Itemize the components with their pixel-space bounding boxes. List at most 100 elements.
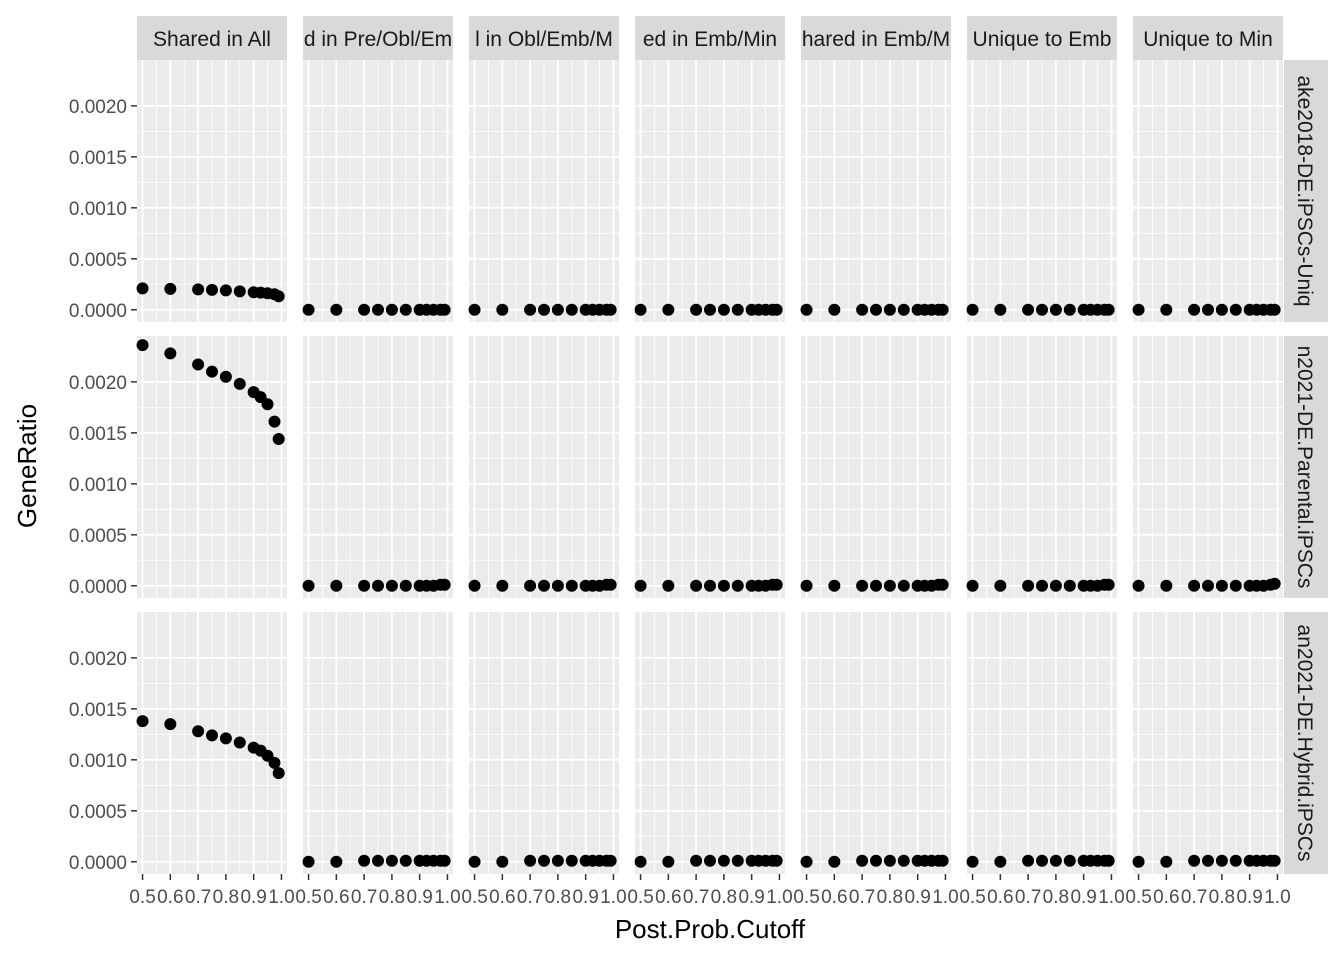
column-strip-label: hared in Emb/M [802,28,950,51]
data-point [1036,303,1048,316]
data-point [1063,303,1076,316]
x-tick-label: 0.9 [572,887,598,908]
data-point [330,855,343,868]
data-point [897,303,910,316]
data-point [272,290,285,303]
data-point [330,303,343,316]
y-axis-title: GeneRatio [12,404,42,528]
column-strip [801,16,951,60]
column-strip-label: d in Pre/Obl/Em [304,28,452,51]
row-strip [1284,336,1328,598]
data-point [1215,854,1228,867]
column-strip [967,16,1117,60]
data-point [897,854,910,867]
data-point [565,303,578,316]
data-point [206,283,218,296]
data-point [800,855,813,868]
column-strip [635,16,785,60]
x-tick-label: 0.9 [904,887,930,908]
x-tick-label: 0.8 [379,887,405,908]
data-point [302,579,315,592]
y-tick-label: 0.0010 [69,751,127,772]
data-point [717,303,730,316]
column-strip-label: Unique to Emb [973,28,1112,51]
data-point [164,282,177,295]
data-point [468,303,481,316]
data-point [1132,303,1145,316]
data-point [662,303,675,316]
data-point [1268,854,1281,867]
data-point [800,303,813,316]
row-strip-label: an2021-DE.Hybrid.iPSCs [1293,625,1316,862]
x-tick-label: 0.8 [1209,887,1235,908]
column-strip [1133,16,1283,60]
x-tick-label: 0.7 [351,887,377,908]
x-tick-label: 0.7 [185,887,211,908]
data-point [261,398,274,411]
x-tick-label: 1.0 [932,887,958,908]
data-point [604,854,617,867]
data-point [565,579,578,592]
data-point [731,854,744,867]
row-strip [1284,60,1328,322]
data-point [372,579,384,592]
data-point [1049,854,1062,867]
data-point [1229,579,1242,592]
x-tick-label: 0.6 [821,887,847,908]
y-tick-label: 0.0015 [69,148,127,169]
data-point [690,579,703,592]
data-point [438,854,451,867]
data-point [1202,854,1214,867]
x-tick-label: 0.9 [240,887,266,908]
data-point [551,579,564,592]
x-tick-label: 1.0 [1264,887,1290,908]
data-point [136,339,149,352]
data-point [524,303,537,316]
data-point [438,303,451,316]
x-tick-label: 0.6 [323,887,349,908]
data-point [1229,303,1242,316]
data-point [870,579,882,592]
data-point [704,854,716,867]
data-point [192,358,205,371]
data-point [856,854,869,867]
data-point [1036,579,1048,592]
x-tick-label: 0.5 [959,887,985,908]
data-point [994,303,1007,316]
y-tick-label: 0.0015 [69,424,127,445]
x-tick-label: 0.8 [877,887,903,908]
data-point [1022,854,1035,867]
data-point [272,767,285,780]
data-point [372,303,384,316]
data-point [883,579,896,592]
data-point [272,432,285,445]
data-point [164,718,177,731]
x-tick-label: 0.9 [406,887,432,908]
data-point [136,715,149,728]
column-strip-label: Shared in All [153,28,271,51]
data-point [192,725,205,738]
data-point [1022,303,1035,316]
data-point [994,855,1007,868]
y-tick-label: 0.0020 [69,97,127,118]
data-point [604,578,617,591]
x-tick-label: 1.0 [766,887,792,908]
x-tick-label: 1.0 [600,887,626,908]
data-point [856,303,869,316]
data-point [936,578,949,591]
row-strip-label: n2021-DE.Parental.iPSCs [1293,346,1316,589]
data-point [233,736,246,749]
data-point [1202,303,1214,316]
y-tick-label: 0.0005 [69,526,127,547]
data-point [1268,303,1281,316]
data-point [524,854,537,867]
data-point [1160,855,1173,868]
data-point [704,579,716,592]
x-tick-label: 0.6 [987,887,1013,908]
data-point [385,579,398,592]
y-tick-label: 0.0000 [69,577,127,598]
data-point [219,732,232,745]
data-point [496,855,509,868]
x-tick-label: 0.5 [295,887,321,908]
